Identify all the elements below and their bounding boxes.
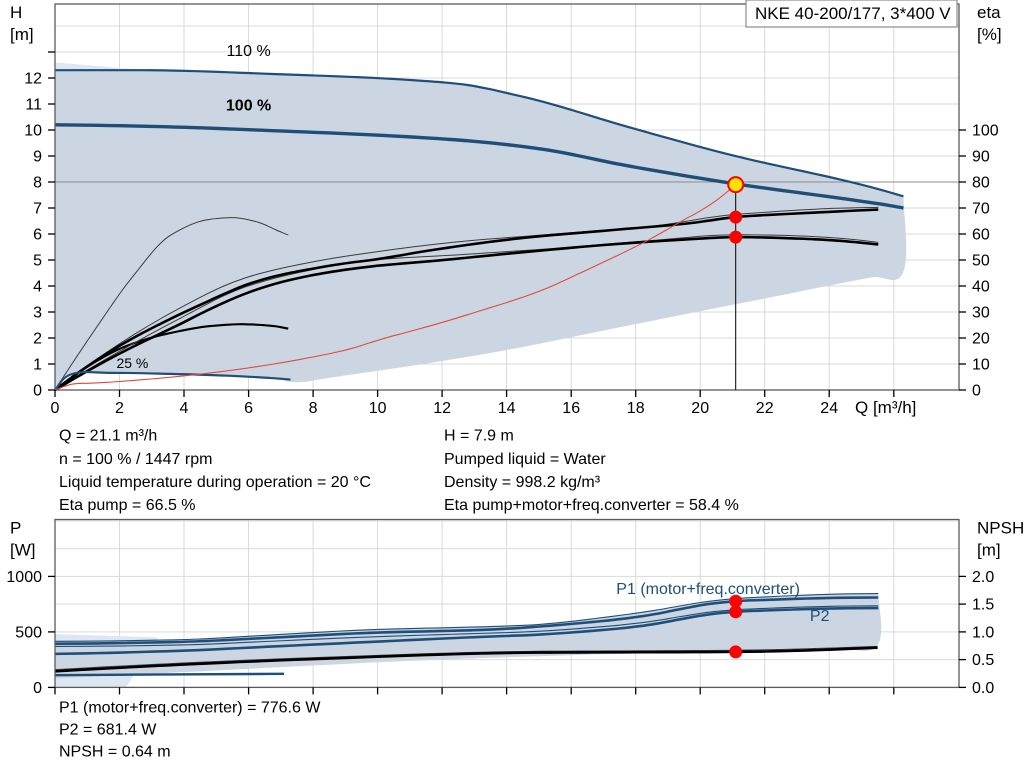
svg-text:n = 100 % / 1447 rpm: n = 100 % / 1447 rpm <box>59 451 212 468</box>
svg-text:6: 6 <box>244 400 253 417</box>
svg-text:Density = 998.2 kg/m³: Density = 998.2 kg/m³ <box>444 474 601 491</box>
svg-text:24: 24 <box>820 400 838 417</box>
svg-text:0.5: 0.5 <box>972 652 994 669</box>
svg-text:12: 12 <box>433 400 451 417</box>
svg-text:Pumped liquid = Water: Pumped liquid = Water <box>444 451 606 468</box>
svg-text:[%]: [%] <box>977 25 1002 44</box>
svg-text:100 %: 100 % <box>226 98 271 115</box>
svg-text:Q [m³/h]: Q [m³/h] <box>855 398 916 417</box>
svg-text:8: 8 <box>33 175 42 192</box>
svg-text:7: 7 <box>33 201 42 218</box>
svg-text:16: 16 <box>562 400 580 417</box>
svg-text:12: 12 <box>24 71 42 88</box>
svg-text:[m]: [m] <box>10 25 34 44</box>
svg-text:eta: eta <box>977 3 1001 22</box>
svg-text:0: 0 <box>51 400 60 417</box>
svg-text:10: 10 <box>972 357 990 374</box>
svg-text:[W]: [W] <box>10 541 36 560</box>
svg-text:1.0: 1.0 <box>972 624 994 641</box>
svg-text:20: 20 <box>691 400 709 417</box>
svg-text:22: 22 <box>756 400 774 417</box>
svg-text:9: 9 <box>33 149 42 166</box>
svg-text:NPSH = 0.64 m: NPSH = 0.64 m <box>59 744 171 761</box>
svg-text:0: 0 <box>33 680 42 697</box>
svg-text:0: 0 <box>972 383 981 400</box>
svg-text:80: 80 <box>972 175 990 192</box>
svg-text:20: 20 <box>972 331 990 348</box>
svg-text:Eta pump+motor+freq.converter: Eta pump+motor+freq.converter = 58.4 % <box>444 497 739 514</box>
svg-text:10: 10 <box>369 400 387 417</box>
svg-text:90: 90 <box>972 149 990 166</box>
svg-text:P2 = 681.4 W: P2 = 681.4 W <box>59 722 157 739</box>
svg-text:P2: P2 <box>810 608 830 625</box>
svg-text:14: 14 <box>498 400 516 417</box>
svg-text:NKE 40-200/177, 3*400 V: NKE 40-200/177, 3*400 V <box>755 4 951 23</box>
svg-text:H = 7.9 m: H = 7.9 m <box>444 428 514 445</box>
svg-text:NPSH: NPSH <box>977 519 1024 538</box>
svg-text:Q = 21.1 m³/h: Q = 21.1 m³/h <box>59 428 157 445</box>
svg-text:[m]: [m] <box>977 541 1001 560</box>
svg-text:4: 4 <box>180 400 189 417</box>
svg-text:3: 3 <box>33 305 42 322</box>
svg-text:P1 (motor+freq.converter) = 77: P1 (motor+freq.converter) = 776.6 W <box>59 700 321 717</box>
svg-text:Liquid temperature during oper: Liquid temperature during operation = 20… <box>59 474 371 491</box>
svg-text:Eta pump = 66.5 %: Eta pump = 66.5 % <box>59 497 196 514</box>
svg-text:2.0: 2.0 <box>972 569 994 586</box>
svg-text:10: 10 <box>24 123 42 140</box>
svg-text:0: 0 <box>33 383 42 400</box>
svg-text:70: 70 <box>972 201 990 218</box>
svg-text:0.0: 0.0 <box>972 680 994 697</box>
svg-text:H: H <box>10 3 22 22</box>
svg-text:2: 2 <box>115 400 124 417</box>
svg-text:P1 (motor+freq.converter): P1 (motor+freq.converter) <box>616 581 800 598</box>
svg-text:1.5: 1.5 <box>972 597 994 614</box>
svg-text:40: 40 <box>972 279 990 296</box>
svg-text:500: 500 <box>15 624 42 641</box>
svg-text:110 %: 110 % <box>227 43 271 60</box>
svg-text:P: P <box>10 519 21 538</box>
svg-text:50: 50 <box>972 253 990 270</box>
svg-text:25 %: 25 % <box>116 355 148 371</box>
svg-text:11: 11 <box>25 97 42 114</box>
svg-text:100: 100 <box>972 123 999 140</box>
svg-text:4: 4 <box>33 279 42 296</box>
svg-text:1000: 1000 <box>6 569 42 586</box>
svg-text:60: 60 <box>972 227 990 244</box>
svg-text:18: 18 <box>627 400 645 417</box>
svg-text:6: 6 <box>33 227 42 244</box>
svg-text:2: 2 <box>33 331 42 348</box>
svg-text:1: 1 <box>33 357 42 374</box>
svg-text:30: 30 <box>972 305 990 322</box>
svg-text:8: 8 <box>309 400 318 417</box>
svg-text:5: 5 <box>33 253 42 270</box>
